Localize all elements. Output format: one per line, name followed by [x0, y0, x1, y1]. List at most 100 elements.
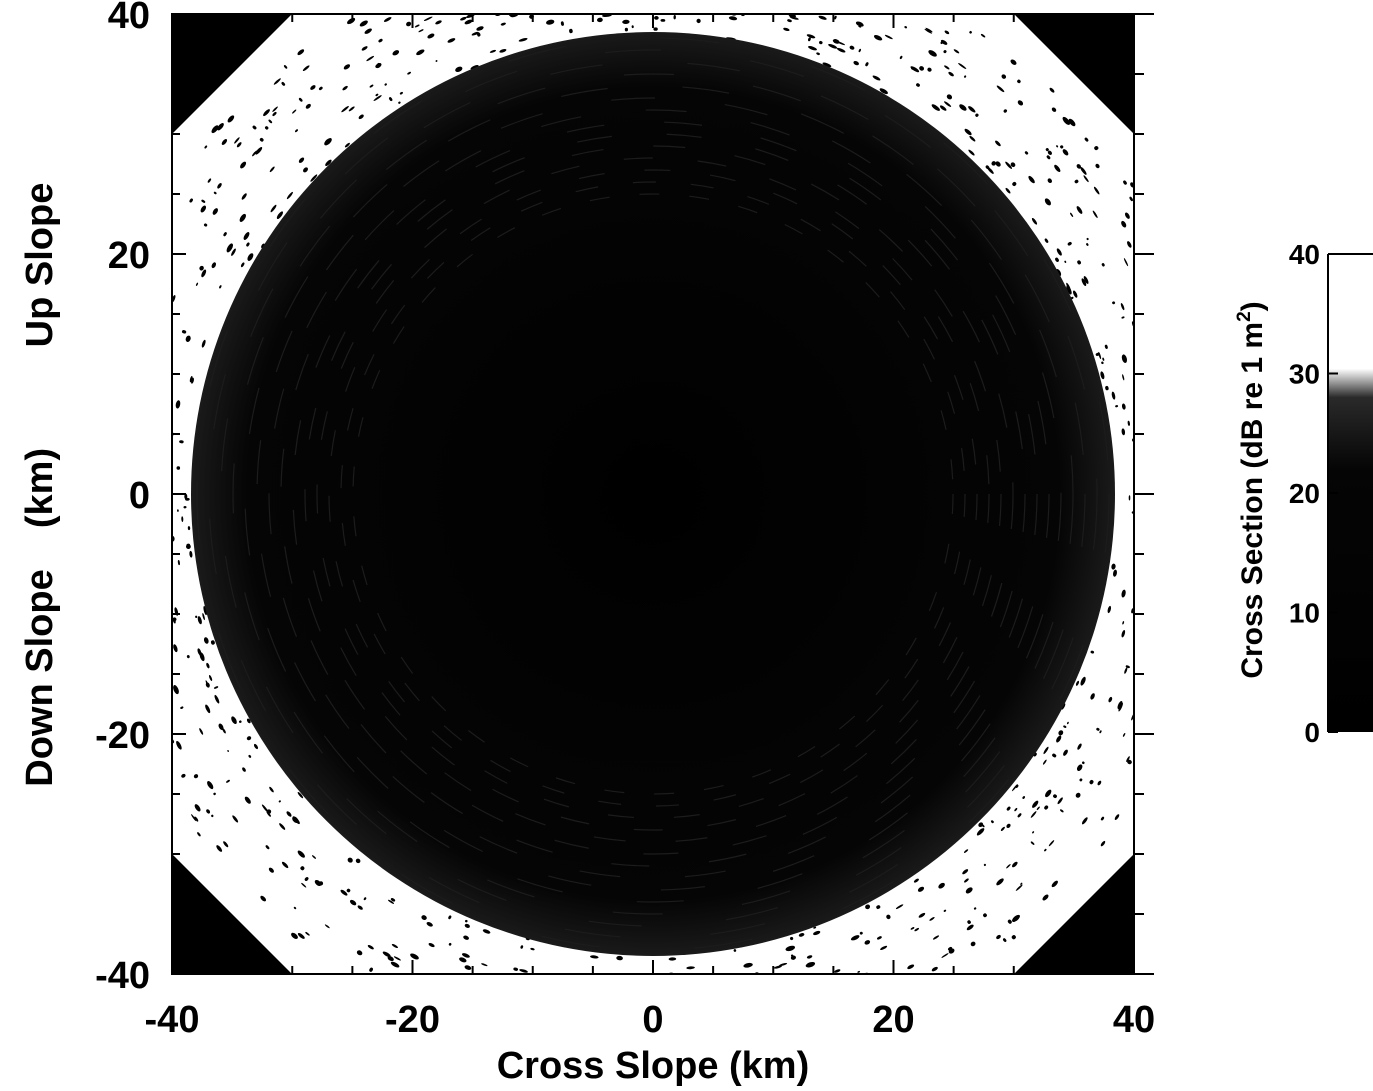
speckle-dot: [259, 137, 264, 142]
speckle-dot: [1047, 150, 1052, 155]
speckle-dot: [996, 878, 1004, 886]
speckle-dot: [1086, 237, 1089, 241]
speckle-dot: [95, 619, 100, 625]
speckle-dot: [1149, 446, 1153, 449]
speckle-dot: [727, 5, 736, 11]
speckle-dot: [879, 975, 882, 978]
speckle-dot: [1152, 345, 1158, 353]
speckle-dot: [181, 330, 187, 334]
speckle-dot: [1163, 238, 1168, 245]
speckle-dot: [1121, 403, 1126, 410]
speckle-dot: [165, 395, 170, 400]
speckle-dot: [940, 39, 948, 45]
speckle-dot: [398, 101, 401, 104]
speckle-dot: [464, 923, 470, 928]
speckle-dot: [206, 809, 211, 814]
speckle-dot: [162, 617, 167, 624]
speckle-dot: [872, 75, 881, 81]
speckle-dot: [1152, 376, 1156, 379]
speckle-dot: [391, 943, 398, 949]
speckle-dot: [191, 814, 197, 822]
speckle-dot: [383, 17, 392, 22]
speckle-dot: [1138, 479, 1140, 486]
speckle-dot: [189, 198, 193, 203]
speckle-dot: [741, 1010, 749, 1015]
speckle-dot: [286, 811, 292, 817]
speckle-dot: [1121, 428, 1126, 436]
colorbar: 40 30 20 10 0 Cross Section (dB re 1 m2): [1234, 239, 1373, 748]
speckle-dot: [1115, 405, 1119, 408]
speckle-dot: [717, 980, 726, 983]
speckle-dot: [298, 97, 303, 102]
speckle-dot: [925, 27, 933, 33]
speckle-dot: [1140, 408, 1146, 416]
speckle-dot: [1097, 780, 1102, 786]
speckle-dot: [1144, 382, 1147, 389]
speckle-dot: [1153, 722, 1161, 732]
speckle-dot: [983, 913, 987, 918]
speckle-dot: [369, 967, 373, 972]
speckle-dot: [899, 55, 903, 60]
speckle-dot: [959, 104, 967, 111]
speckle-dot: [1181, 415, 1185, 421]
speckle-dot: [834, 15, 837, 20]
speckle-dot: [1081, 817, 1088, 825]
speckle-dot: [106, 652, 109, 657]
range-arc: [268, 109, 1038, 879]
speckle-dot: [410, 953, 419, 960]
speckle-dot: [116, 433, 120, 439]
speckle-dot: [185, 335, 191, 343]
speckle-dot: [213, 686, 219, 689]
speckle-dot: [919, 66, 925, 71]
speckle-dot: [447, 38, 456, 43]
speckle-dot: [1096, 727, 1100, 731]
speckle-dot: [914, 982, 923, 988]
speckle-dot: [112, 495, 114, 497]
speckle-dot: [165, 435, 168, 443]
speckle-dot: [398, 0, 406, 5]
speckle-dot: [846, 980, 849, 983]
speckle-dot: [460, 16, 467, 21]
speckle-dot: [939, 105, 947, 111]
speckle-dot: [752, 982, 762, 988]
speckle-dot: [399, 91, 403, 95]
speckle-dot: [143, 562, 146, 570]
speckle-dot: [832, 39, 840, 44]
speckle-dot: [144, 617, 149, 622]
speckle-dot: [298, 157, 305, 163]
speckle-dot: [876, 905, 881, 909]
speckle-dot: [340, 889, 348, 896]
speckle-dot: [375, 63, 382, 69]
speckle-dot: [938, 882, 945, 889]
speckle-dot: [242, 767, 246, 772]
speckle-dot: [849, 45, 855, 50]
speckle-dot: [673, 15, 676, 20]
speckle-dot: [779, 963, 788, 966]
speckle-dot: [1064, 260, 1067, 263]
speckle-dot: [494, 980, 504, 985]
speckle-dot: [566, 1022, 572, 1024]
speckle-dot: [647, 979, 654, 983]
speckle-dot: [1062, 116, 1071, 125]
speckle-dot: [272, 106, 278, 112]
speckle-dot: [1219, 509, 1223, 518]
speckle-dot: [246, 242, 250, 247]
speckle-dot: [787, 19, 792, 23]
speckle-dot: [1194, 492, 1196, 497]
speckle-dot: [1173, 540, 1176, 542]
speckle-dot: [513, 967, 519, 971]
speckle-dot: [243, 232, 250, 240]
speckle-dot: [964, 878, 969, 883]
speckle-dot: [177, 560, 180, 566]
speckle-dot: [886, 914, 891, 920]
speckle-dot: [276, 211, 284, 220]
speckle-dot: [234, 137, 240, 144]
speckle-dot: [1137, 708, 1141, 714]
speckle-dot: [428, 943, 435, 948]
speckle-dot: [1124, 667, 1128, 674]
speckle-dot: [1157, 622, 1163, 630]
speckle-dot: [157, 214, 161, 219]
speckle-dot: [342, 85, 348, 91]
y-axis-ticks: [172, 13, 186, 975]
